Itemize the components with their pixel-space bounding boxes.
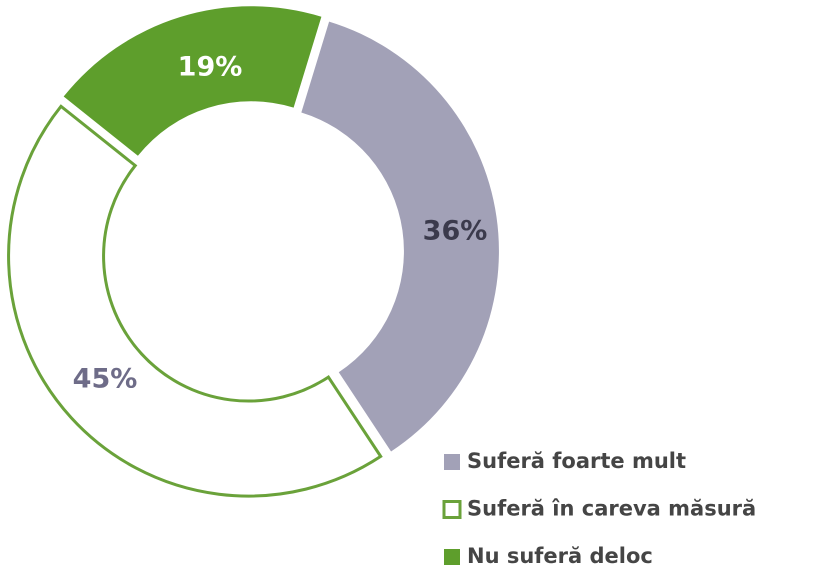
legend-label: Nu suferă deloc: [467, 544, 653, 568]
donut-segment: [301, 21, 499, 452]
legend-swatch: [444, 454, 460, 470]
donut-segment: [63, 6, 322, 156]
data-label: 19%: [178, 52, 243, 83]
donut-segment: [7, 104, 383, 498]
data-label: 45%: [73, 364, 138, 395]
legend-label: Suferă foarte mult: [467, 449, 686, 473]
legend-swatch: [444, 549, 460, 565]
data-label: 36%: [423, 216, 488, 247]
legend-label: Suferă în careva măsură: [467, 497, 756, 521]
legend-swatch: [442, 500, 462, 519]
